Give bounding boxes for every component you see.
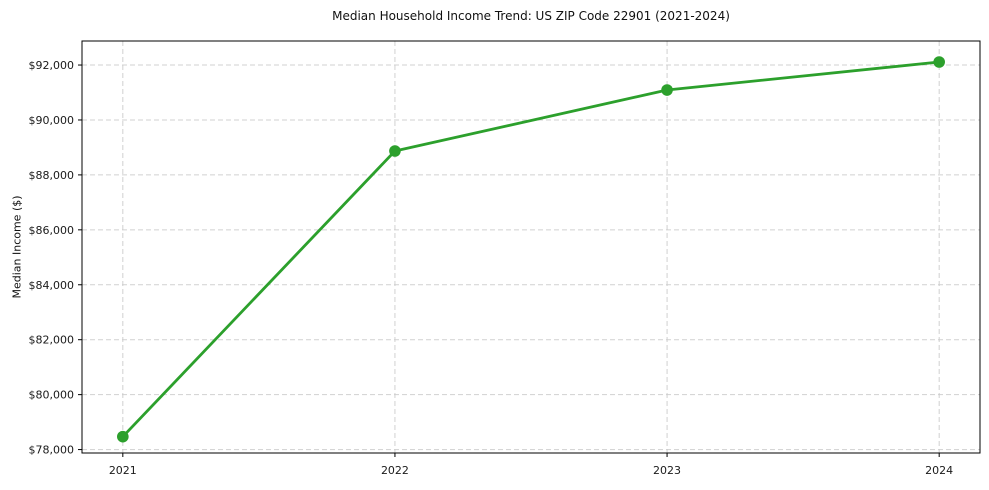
plot-background [82,41,980,453]
y-tick-label: $78,000 [29,444,75,457]
trend-line [121,60,941,439]
y-tick-label: $92,000 [29,59,75,72]
y-tick-label: $86,000 [29,224,75,237]
x-tick-label: 2022 [381,464,409,477]
x-tick-label: 2023 [653,464,681,477]
data-point-2021 [117,430,129,443]
y-tick-label: $80,000 [29,389,75,402]
y-tick-label: $88,000 [29,169,75,182]
y-tick-label: $84,000 [29,279,75,292]
y-tick-label: $90,000 [29,114,75,127]
chart-title: Median Household Income Trend: US ZIP Co… [332,9,730,23]
data-point-2022 [389,145,401,157]
data-point-2023 [661,84,673,96]
x-tick-label: 2024 [925,464,953,477]
x-tick-label: 2021 [109,464,137,477]
plot-border [81,40,981,454]
data-point-2024 [933,56,945,68]
y-tick-label: $82,000 [29,334,75,347]
